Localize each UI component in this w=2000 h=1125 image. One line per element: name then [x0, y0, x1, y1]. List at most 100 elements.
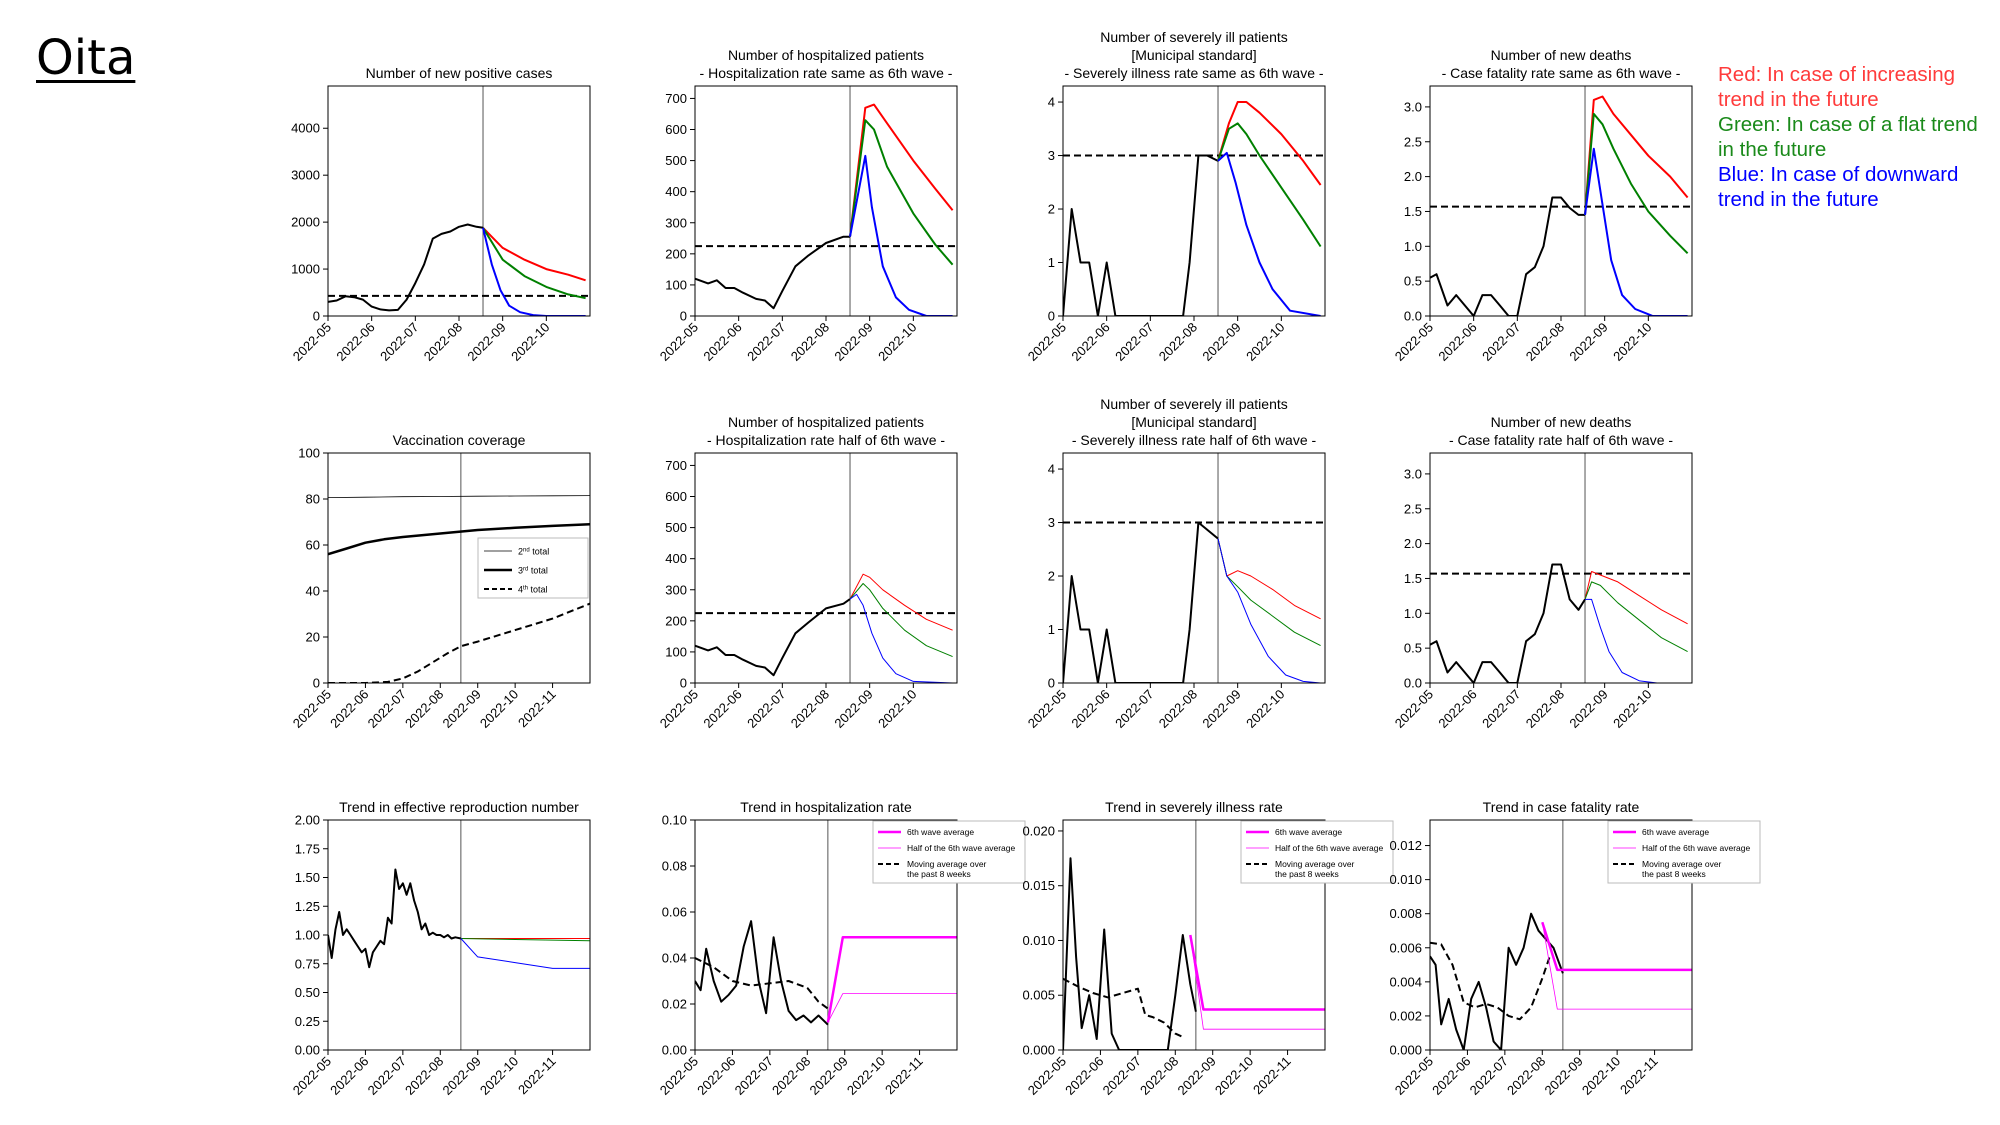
- chart-title: - Hospitalization rate same as 6th wave …: [700, 65, 953, 81]
- y-tick-label: 200: [665, 613, 687, 628]
- y-tick-label: 0.02: [662, 997, 687, 1012]
- axes-frame: [694, 85, 958, 317]
- series-line-black: [1430, 196, 1585, 316]
- x-tick-label: 2022-10: [1579, 1054, 1623, 1098]
- y-tick-label: 4: [1048, 462, 1055, 477]
- x-tick-label: 2022-10: [875, 687, 919, 731]
- series-line-blue: [1585, 598, 1688, 683]
- series-line-green: [849, 119, 954, 266]
- series-line-black: [1063, 977, 1184, 1038]
- y-tick-label: 0: [680, 309, 687, 324]
- chart-title: - Severely illness rate same as 6th wave…: [1064, 65, 1323, 81]
- chart-new-positive-cases: Number of new positive cases 0 1000 2000 300…: [290, 65, 591, 364]
- x-tick-label: 2022-11: [882, 1054, 926, 1098]
- y-tick-label: 1.00: [295, 928, 320, 943]
- series-line-green: [1584, 112, 1689, 255]
- plot-area: [1430, 453, 1692, 683]
- y-tick-label: 0: [313, 676, 320, 691]
- chart-vaccination: Vaccination coverage0204060801002022-052…: [290, 432, 591, 731]
- y-tick-label: 0: [1048, 676, 1055, 691]
- legend-note-green: Green: In case of a flat trend in the fu…: [1718, 113, 1978, 161]
- series-line-black: [328, 868, 462, 969]
- chart-hospitalized-same: Number of hospitalized patients - Hospita…: [657, 47, 958, 364]
- x-tick-label: 2022-06: [1068, 320, 1112, 364]
- x-tick-label: 2022-11: [1617, 1054, 1661, 1098]
- x-tick-label: 2022-07: [1112, 320, 1156, 364]
- y-tick-label: 1.0: [1404, 239, 1422, 254]
- series-line-red: [1584, 571, 1688, 625]
- series-line-blue: [482, 227, 586, 316]
- series-line-magenta: [1189, 934, 1325, 1011]
- x-tick-label: 2022-08: [421, 320, 465, 364]
- x-tick-label: 2022-06: [327, 687, 371, 731]
- axes-frame: [694, 819, 958, 1051]
- axes-frame: [327, 819, 591, 1051]
- y-tick-label: 1.50: [295, 870, 320, 885]
- x-tick-label: 2022-11: [515, 1054, 559, 1098]
- plot-area: [1430, 86, 1692, 316]
- x-tick-label: 2022-09: [806, 1054, 850, 1098]
- series-line-black: [695, 957, 829, 1010]
- y-tick-label: 300: [665, 215, 687, 230]
- plot-area: [328, 820, 590, 1050]
- y-tick-label: 700: [665, 458, 687, 473]
- y-tick-label: 0.004: [1389, 974, 1422, 989]
- y-tick-label: 100: [665, 277, 687, 292]
- plot-area: [328, 453, 590, 683]
- x-tick-label: 2022-08: [788, 687, 832, 731]
- y-tick-label: 40: [306, 584, 320, 599]
- chart-hospitalization-rate: Trend in hospitalization rate 0.00 0.02 0.0…: [657, 799, 1026, 1098]
- x-tick-label: 2022-05: [1025, 687, 1069, 731]
- x-tick-label: 2022-06: [333, 320, 377, 364]
- legend-label: 3rd total: [518, 566, 548, 576]
- chart-title: - Severely illness rate half of 6th wave…: [1072, 432, 1317, 448]
- x-tick-label: 2022-09: [1566, 687, 1610, 731]
- series-line-blue: [1217, 538, 1321, 683]
- series-line-blue: [1217, 151, 1321, 316]
- y-tick-label: 0.00: [662, 1043, 687, 1058]
- x-tick-label: 2022-11: [1250, 1054, 1294, 1098]
- y-tick-label: 4: [1048, 95, 1055, 110]
- y-tick-label: 1: [1048, 622, 1055, 637]
- plot-area: [695, 86, 957, 316]
- y-tick-label: 1000: [291, 262, 320, 277]
- legend-note-red: Red: In case of increasing trend in the …: [1718, 63, 1956, 111]
- series-line-red: [1217, 101, 1322, 186]
- legend-label: Half of the 6th wave average: [1275, 843, 1383, 853]
- chart-severely-illness-rate: Trend in severely illness rate 0.000 0.005…: [1022, 799, 1394, 1098]
- legend-label: the past 8 weeks: [907, 869, 971, 879]
- x-tick-label: 2022-07: [1467, 1054, 1511, 1098]
- legend-label: Moving average over: [1642, 859, 1722, 869]
- x-tick-label: 2022-06: [327, 1054, 371, 1098]
- x-tick-label: 2022-08: [1504, 1054, 1548, 1098]
- y-tick-label: 0.5: [1404, 274, 1422, 289]
- x-tick-label: 2022-05: [1392, 1054, 1436, 1098]
- y-tick-label: 0.50: [295, 985, 320, 1000]
- x-tick-label: 2022-05: [657, 320, 701, 364]
- legend-label: Half of the 6th wave average: [1642, 843, 1750, 853]
- y-tick-label: 0.010: [1389, 872, 1422, 887]
- chart-title: Number of new deaths: [1491, 414, 1632, 430]
- y-tick-label: 3.0: [1404, 466, 1422, 481]
- y-tick-label: 500: [665, 520, 687, 535]
- chart-title: Trend in hospitalization rate: [740, 799, 912, 815]
- x-tick-label: 2022-10: [1243, 687, 1287, 731]
- x-tick-label: 2022-06: [1435, 687, 1479, 731]
- y-tick-label: 3: [1048, 515, 1055, 530]
- y-tick-label: 0.010: [1022, 933, 1055, 948]
- chart-title: Number of severely ill patients: [1100, 396, 1288, 412]
- y-tick-label: 3: [1048, 148, 1055, 163]
- y-tick-label: 400: [665, 184, 687, 199]
- series-line-black: [1063, 521, 1219, 683]
- x-tick-label: 2022-05: [1025, 320, 1069, 364]
- y-tick-label: 2: [1048, 202, 1055, 217]
- y-tick-label: 100: [298, 446, 320, 461]
- x-tick-label: 2022-06: [1435, 320, 1479, 364]
- x-tick-label: 2022-07: [1479, 687, 1523, 731]
- y-tick-label: 1: [1048, 255, 1055, 270]
- x-tick-label: 2022-10: [1212, 1054, 1256, 1098]
- y-tick-label: 0.06: [662, 905, 687, 920]
- y-tick-label: 300: [665, 582, 687, 597]
- x-tick-label: 2022-09: [831, 687, 875, 731]
- chart-title: Number of new positive cases: [366, 65, 553, 81]
